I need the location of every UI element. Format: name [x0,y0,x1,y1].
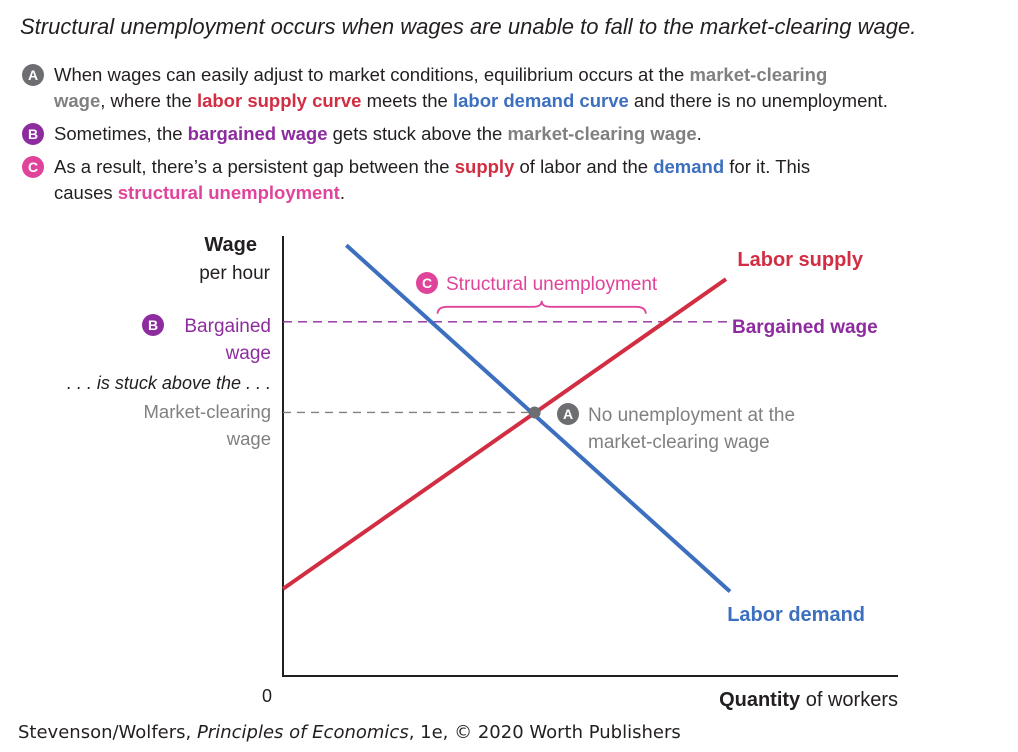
labor-supply-label: Labor supply [737,249,863,271]
bargained-badge [142,314,164,336]
equilibrium-point [528,406,541,419]
equilibrium-label-1: No unemployment at the [588,405,795,426]
x-axis-label: Quantity of workers [719,689,898,711]
structural-unemployment-label: Structural unemployment [446,274,658,295]
note-c-line1: As a result, there’s a persistent gap be… [54,156,810,177]
note-text-segment: As a result, there’s a persistent gap be… [54,156,455,177]
labor-demand-label: Labor demand [727,604,865,626]
note-text-segment: supply [454,156,515,177]
note-text-segment: demand [653,156,725,177]
note-text-segment: bargained wage [187,123,328,144]
note-a-badge: A [22,64,44,86]
source-credit: Stevenson/Wolfers, Principles of Economi… [18,722,681,743]
credit-publisher: , 1e, © 2020 Worth Publishers [408,722,681,743]
equilibrium-label-2: market-clearing wage [588,432,770,453]
bargained-wage-label: Bargained wage [732,317,878,338]
note-text-segment: . [696,123,702,144]
origin-label: 0 [262,686,272,706]
note-text-segment: wage [54,90,101,111]
figure-title: Structural unemployment occurs when wage… [20,14,917,39]
market-clearing-left-label-2: wage [226,428,271,449]
note-text-segment: labor supply curve [196,90,362,111]
note-a-line2: wage, where the labor supply curve meets… [54,90,888,111]
credit-authors: Stevenson/Wolfers, [18,722,197,743]
note-text-segment: meets the [361,90,453,111]
note-text-segment: causes [54,182,118,203]
bargained-badge-letter: B [148,317,158,333]
note-a: A When wages can easily adjust to market… [22,62,888,114]
gap-badge [416,272,438,294]
labor-supply-curve [281,277,728,591]
y-axis-label-bold: Wage [204,234,257,256]
note-b-badge: B [22,123,44,145]
note-text-segment: . [339,182,345,203]
note-text-segment: for it. This [724,156,811,177]
note-text-segment: market-clearing wage [507,123,697,144]
note-c-line2: causes structural unemployment. [54,182,345,203]
structural-unemployment-brace [436,300,647,314]
note-c: C As a result, there’s a persistent gap … [22,154,810,206]
credit-book-title: Principles of Economics [196,722,409,743]
market-clearing-left-label-1: Market-clearing [144,401,272,422]
note-text-segment: , where the [100,90,197,111]
equilibrium-badge-letter: A [563,406,573,422]
bargained-left-label-2: wage [225,343,271,364]
labor-market-chart: Wage per hour 0 Quantity of workers Labo… [67,234,898,711]
note-text-segment: When wages can easily adjust to market c… [54,64,690,85]
x-axis-label-bold: Quantity [719,689,801,711]
note-text-segment: gets stuck above the [327,123,508,144]
note-b-line1: Sometimes, the bargained wage gets stuck… [54,123,702,144]
gap-badge-letter: C [422,275,432,291]
note-b: B Sometimes, the bargained wage gets stu… [22,121,702,147]
stuck-above-label: . . . is stuck above the . . . [67,373,271,393]
y-axis-label-sub: per hour [199,263,270,284]
labor-demand-curve [345,243,732,594]
note-text-segment: market-clearing [689,64,828,85]
note-a-line1: When wages can easily adjust to market c… [54,64,827,85]
note-text-segment: and there is no unemployment. [628,90,888,111]
bargained-left-label-1: Bargained [184,316,271,337]
equilibrium-badge [557,403,579,425]
note-text-segment: of labor and the [514,156,654,177]
note-c-badge: C [22,156,44,178]
note-text-segment: Sometimes, the [54,123,188,144]
note-text-segment: labor demand curve [452,90,629,111]
x-axis-label-rest: of workers [800,689,898,711]
note-text-segment: structural unemployment [117,182,340,203]
